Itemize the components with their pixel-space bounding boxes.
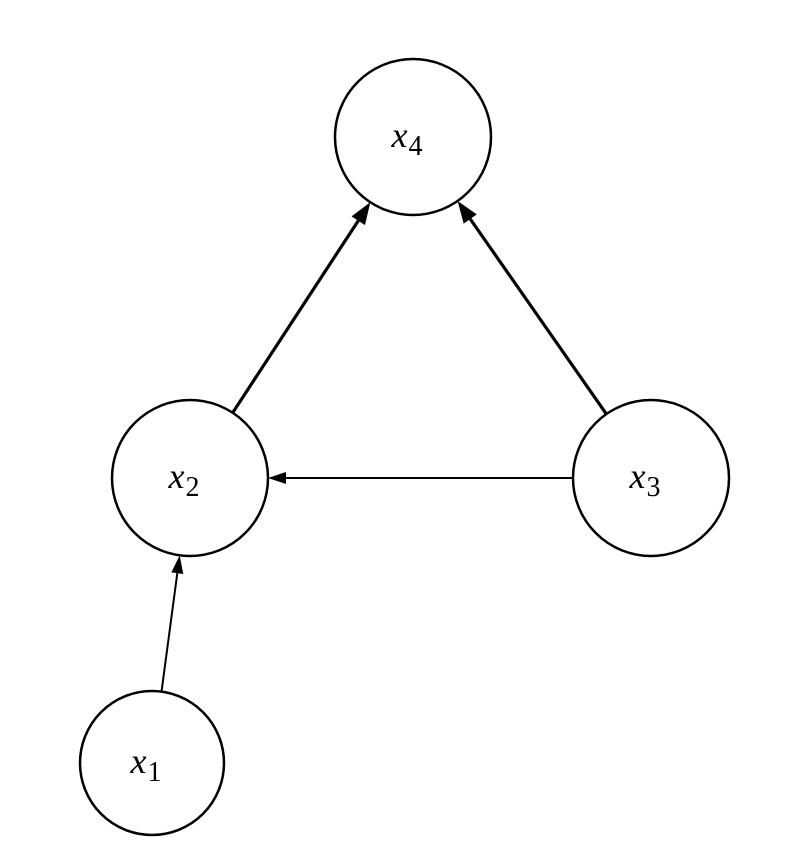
edge-x3-x2 [268,472,573,484]
arrowhead-icon [171,555,183,574]
edge-line [233,221,359,413]
node-subscript: 1 [147,757,161,788]
arrowhead-icon [458,201,477,224]
edge-x2-x4 [233,202,371,412]
node-var: x [130,741,147,781]
node-var: x [629,456,646,496]
edge-x3-x4 [458,201,607,414]
node-x1: x1 [80,691,224,835]
node-subscript: 2 [185,472,199,503]
edge-x1-x2 [162,555,184,691]
node-var: x [168,456,185,496]
directed-graph: x1x2x3x4 [0,0,809,865]
node-subscript: 4 [408,131,422,162]
node-x4: x4 [335,59,491,215]
node-x3: x3 [573,400,729,556]
arrowhead-icon [268,472,286,484]
node-x2: x2 [112,400,268,556]
arrowhead-icon [352,202,371,225]
edge-line [162,573,178,691]
node-var: x [391,115,408,155]
node-subscript: 3 [646,472,660,503]
edge-line [470,219,606,414]
nodes-layer: x1x2x3x4 [80,59,729,835]
